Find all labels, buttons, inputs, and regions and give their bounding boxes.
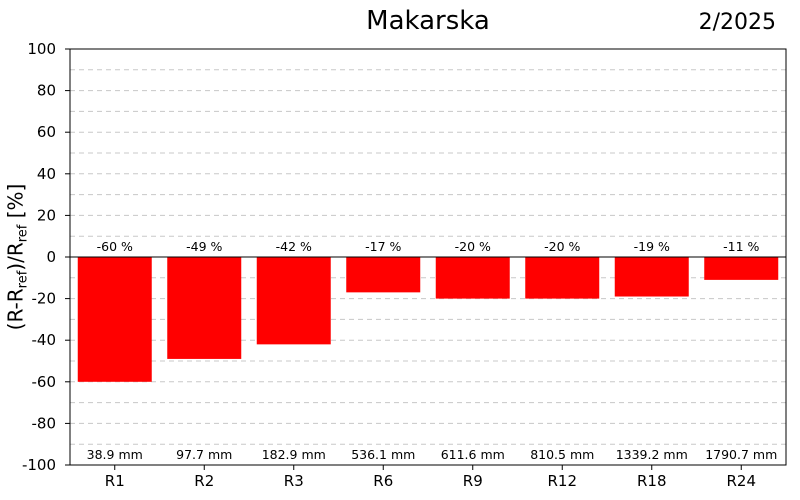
x-tick-label: R3 xyxy=(284,472,304,490)
bar xyxy=(435,257,510,299)
bar xyxy=(346,257,421,293)
bar-value-label: -49 % xyxy=(186,239,222,254)
reference-label: 810.5 mm xyxy=(530,447,594,462)
bar-value-label: -11 % xyxy=(723,239,759,254)
reference-label: 1339.2 mm xyxy=(616,447,688,462)
y-tick-label: -20 xyxy=(32,290,57,308)
y-tick-label: 60 xyxy=(37,123,56,141)
y-tick-label: 100 xyxy=(27,40,56,58)
bar xyxy=(525,257,600,299)
bar-value-label: -17 % xyxy=(365,239,401,254)
reference-label: 611.6 mm xyxy=(441,447,505,462)
y-tick-label: 80 xyxy=(37,82,56,100)
chart-date: 2/2025 xyxy=(698,10,776,35)
bar-value-label: -20 % xyxy=(544,239,580,254)
x-tick-label: R1 xyxy=(105,472,125,490)
x-tick-label: R18 xyxy=(637,472,667,490)
bar xyxy=(614,257,689,297)
x-tick-label: R12 xyxy=(547,472,577,490)
x-tick-label: R6 xyxy=(373,472,393,490)
y-tick-label: 40 xyxy=(37,165,56,183)
y-tick-label: -40 xyxy=(32,331,57,349)
bar xyxy=(704,257,779,280)
y-tick-label: 0 xyxy=(46,248,56,266)
y-tick-label: -80 xyxy=(32,414,57,432)
reference-label: 1790.7 mm xyxy=(705,447,777,462)
reference-label: 97.7 mm xyxy=(176,447,232,462)
bar-value-label: -19 % xyxy=(634,239,670,254)
bar-value-label: -42 % xyxy=(276,239,312,254)
reference-label: 536.1 mm xyxy=(351,447,415,462)
x-tick-label: R9 xyxy=(463,472,483,490)
y-tick-label: -60 xyxy=(32,373,57,391)
bar-value-label: -20 % xyxy=(455,239,491,254)
bar xyxy=(167,257,242,359)
bar xyxy=(256,257,331,345)
chart-title: Makarska xyxy=(366,6,490,36)
reference-label: 38.9 mm xyxy=(87,447,143,462)
bar-value-label: -60 % xyxy=(97,239,133,254)
x-tick-label: R24 xyxy=(726,472,756,490)
bar xyxy=(77,257,152,382)
x-tick-label: R2 xyxy=(194,472,214,490)
y-tick-label: 20 xyxy=(37,206,56,224)
reference-label: 182.9 mm xyxy=(262,447,326,462)
y-tick-label: -100 xyxy=(22,456,56,474)
